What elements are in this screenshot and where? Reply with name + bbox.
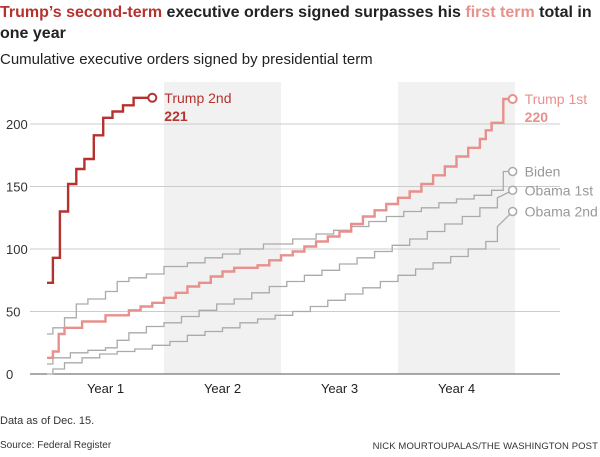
end-marker-biden bbox=[507, 166, 518, 177]
series-end-labels: Biden Obama 1st Obama 2nd Trump 2nd 221 Trump… bbox=[164, 90, 598, 220]
gridlines bbox=[30, 123, 560, 375]
end-marker-trump-2nd bbox=[147, 92, 158, 103]
x-tick-label-year-1: Year 1 bbox=[87, 381, 124, 396]
headline-trump-second-term: Trump’s second-term bbox=[0, 4, 163, 21]
line-obama-1st bbox=[47, 189, 513, 365]
series-value-label-trump-2nd: 221 bbox=[164, 108, 188, 124]
line-biden bbox=[47, 170, 513, 335]
y-tick-label-50: 50 bbox=[6, 305, 20, 320]
year-shading-bands bbox=[164, 82, 515, 374]
y-tick-label-100: 100 bbox=[6, 242, 28, 257]
y-tick-label-150: 150 bbox=[6, 180, 28, 195]
chart-headline: Trump’s second-term executive orders sig… bbox=[0, 2, 596, 44]
data-note: Data as of Dec. 15. bbox=[0, 415, 95, 427]
y-axis-tick-labels: 0 50 100 150 200 bbox=[6, 117, 28, 382]
line-trump-2nd bbox=[47, 96, 153, 284]
end-marker-trump-1st bbox=[507, 94, 518, 104]
series-value-label-trump-1st: 220 bbox=[525, 109, 549, 125]
series-label-obama-1st: Obama 1st bbox=[525, 182, 594, 198]
source-credit: Source: Federal Register bbox=[0, 440, 112, 451]
headline-end-text: total in one year bbox=[0, 4, 592, 42]
series-lines bbox=[47, 92, 518, 375]
y-tick-label-0: 0 bbox=[6, 367, 13, 382]
x-tick-label-year-4: Year 4 bbox=[438, 381, 475, 396]
line-trump-1st bbox=[47, 97, 513, 359]
x-axis-tick-labels: Year 1 Year 2 Year 3 Year 4 bbox=[87, 381, 475, 396]
x-tick-label-year-2: Year 2 bbox=[204, 381, 241, 396]
series-label-trump-2nd: Trump 2nd bbox=[164, 90, 231, 106]
executive-orders-line-chart: 0 50 100 150 200 Year 1 Year 2 Year 3 Year 4 Bi… bbox=[6, 82, 598, 396]
y-tick-label-200: 200 bbox=[6, 117, 28, 132]
series-label-obama-2nd: Obama 2nd bbox=[525, 204, 598, 220]
line-obama-2nd bbox=[47, 211, 514, 375]
chart-subtitle: Cumulative executive orders signed by pr… bbox=[0, 51, 373, 68]
shade-band-year-4 bbox=[398, 82, 515, 374]
headline-middle-text: executive orders signed surpasses his bbox=[162, 4, 466, 21]
headline-first-term: first term bbox=[465, 4, 535, 21]
end-marker-obama-2nd bbox=[507, 206, 518, 217]
x-tick-label-year-3: Year 3 bbox=[321, 381, 358, 396]
end-marker-obama-1st bbox=[507, 185, 518, 195]
series-label-biden: Biden bbox=[525, 164, 561, 180]
author-credit: NICK MOURTOUPALAS/THE WASHINGTON POST bbox=[372, 441, 598, 452]
shade-band-year-2 bbox=[164, 82, 281, 374]
series-label-trump-1st: Trump 1st bbox=[525, 91, 588, 107]
